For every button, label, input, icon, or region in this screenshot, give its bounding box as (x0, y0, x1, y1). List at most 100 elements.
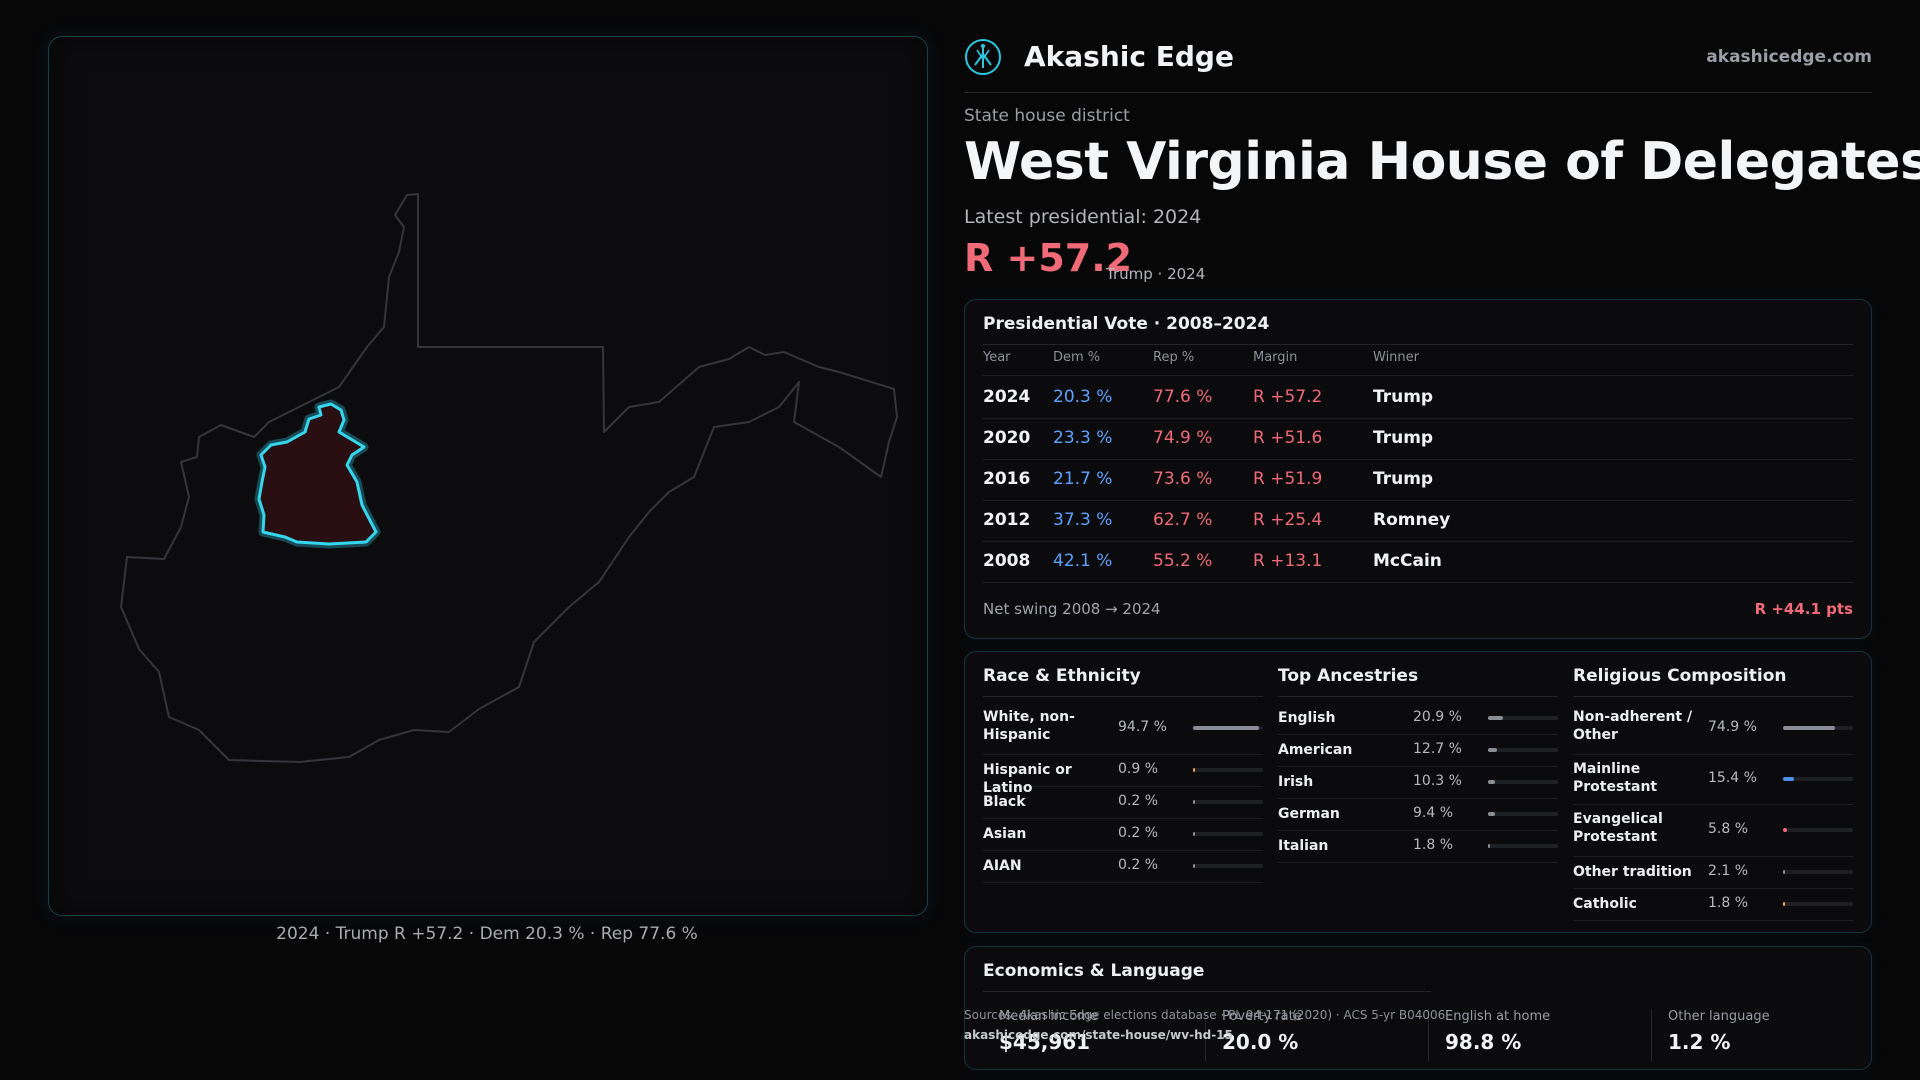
race-bar-fill (1193, 726, 1260, 730)
divider (1205, 1009, 1206, 1061)
religion-value: 2.1 % (1708, 863, 1749, 879)
divider (983, 344, 1853, 345)
race-bar (1193, 800, 1263, 804)
ancestry-row: Italian 1.8 % (1278, 830, 1558, 863)
race-value: 94.7 % (1118, 719, 1167, 735)
stat-value: 1.2 % (1668, 1030, 1731, 1054)
header-winner: Winner (1373, 350, 1420, 365)
page-title: West Virginia House of Delegates Distric… (964, 132, 1920, 192)
race-bar-fill (1193, 800, 1195, 804)
ancestry-bar-fill (1488, 812, 1495, 816)
sources-footer: Sources: Akashic Edge elections database… (964, 1005, 1445, 1045)
race-value: 0.2 % (1118, 793, 1159, 809)
row-dem: 23.3 % (1053, 428, 1113, 448)
district-detail-panel: Akashic Edge akashicedge.com State house… (964, 0, 1920, 1080)
race-bar (1193, 768, 1263, 772)
row-rep: 55.2 % (1153, 551, 1213, 571)
map-caption: 2024 · Trump R +57.2 · Dem 20.3 % · Rep … (276, 924, 698, 944)
religion-label: Evangelical Protestant (1573, 811, 1663, 845)
net-swing-label: Net swing 2008 → 2024 (983, 600, 1161, 618)
row-rep: 62.7 % (1153, 510, 1213, 530)
religion-label: Non-adherent / Other (1573, 709, 1693, 743)
latest-margin: R +57.2 (964, 236, 1133, 280)
row-winner: McCain (1373, 551, 1442, 571)
district-map[interactable] (48, 36, 928, 916)
ancestry-row: Irish 10.3 % (1278, 766, 1558, 799)
latest-presidential-label: Latest presidential: 2024 (964, 206, 1202, 228)
religion-section: Religious Composition Non-adherent / Oth… (1573, 652, 1853, 932)
race-bar-fill (1193, 768, 1195, 772)
row-margin: R +57.2 (1253, 387, 1323, 407)
religion-value: 5.8 % (1708, 821, 1749, 837)
race-bar (1193, 864, 1263, 868)
presidential-vote-card: Presidential Vote · 2008–2024 Year Dem %… (964, 299, 1872, 639)
race-value: 0.2 % (1118, 825, 1159, 841)
table-row: 2020 23.3 % 74.9 % R +51.6 Trump (983, 418, 1853, 460)
ancestry-row: American 12.7 % (1278, 734, 1558, 767)
stat-value: 20.0 % (1222, 1030, 1299, 1054)
ancestry-value: 12.7 % (1413, 741, 1462, 757)
state-outline-map (120, 193, 898, 763)
race-label: Hispanic or Latino (983, 762, 1072, 796)
economics-title: Economics & Language (983, 961, 1205, 981)
stat-value: $45,961 (999, 1030, 1091, 1054)
table-row: 2016 21.7 % 73.6 % R +51.9 Trump (983, 459, 1853, 501)
ancestry-bar (1488, 748, 1558, 752)
divider (983, 696, 1263, 697)
median-income-stat: Median income $45,961 (999, 1009, 1098, 1054)
race-row: White, non-Hispanic 94.7 % (983, 702, 1263, 755)
ancestry-label: Italian (1278, 838, 1329, 854)
race-label: Black (983, 794, 1026, 810)
race-label: AIAN (983, 858, 1022, 874)
net-swing-value: R +44.1 pts (1754, 600, 1853, 618)
row-rep: 77.6 % (1153, 387, 1213, 407)
race-label: Asian (983, 826, 1027, 842)
race-value: 0.9 % (1118, 761, 1159, 777)
religion-bar-fill (1783, 902, 1785, 906)
stat-label: Median income (999, 1009, 1099, 1024)
ancestry-bar-fill (1488, 780, 1496, 784)
ancestry-bar (1488, 780, 1558, 784)
district-boundary[interactable] (257, 402, 378, 546)
religion-label: Mainline Protestant (1573, 761, 1658, 795)
presidential-vote-title: Presidential Vote · 2008–2024 (983, 314, 1270, 334)
akashic-tree-logo-icon[interactable] (964, 38, 1002, 76)
row-dem: 42.1 % (1053, 551, 1113, 571)
religion-label: Catholic (1573, 896, 1637, 912)
religion-bar (1783, 870, 1853, 874)
race-row: Asian 0.2 % (983, 818, 1263, 851)
religion-bar-fill (1783, 777, 1794, 781)
table-row: 2008 42.1 % 55.2 % R +13.1 McCain (983, 541, 1853, 583)
permalink[interactable]: akashicedge.com/state-house/wv-hd-15 (964, 1028, 1233, 1042)
ancestry-value: 20.9 % (1413, 709, 1462, 725)
religion-bar (1783, 828, 1853, 832)
ancestry-row: German 9.4 % (1278, 798, 1558, 831)
sources-text: Sources: Akashic Edge elections database… (964, 1008, 1446, 1022)
site-url-link[interactable]: akashicedge.com (1706, 47, 1872, 67)
west-virginia-outline (120, 193, 898, 763)
header-year: Year (983, 350, 1011, 365)
demographics-card: Race & Ethnicity White, non-Hispanic 94.7… (964, 651, 1872, 933)
row-year: 2024 (983, 387, 1031, 407)
row-dem: 37.3 % (1053, 510, 1113, 530)
religion-row: Other tradition 2.1 % (1573, 856, 1853, 889)
race-ethnicity-title: Race & Ethnicity (983, 666, 1141, 686)
row-year: 2008 (983, 551, 1031, 571)
stat-label: Poverty rate (1222, 1009, 1302, 1024)
religion-row: Non-adherent / Other 74.9 % (1573, 702, 1853, 755)
race-row: Black 0.2 % (983, 786, 1263, 819)
row-winner: Romney (1373, 510, 1451, 530)
site-header: Akashic Edge akashicedge.com (964, 30, 1872, 93)
other-language-stat: Other language 1.2 % (1668, 1009, 1770, 1054)
religion-value: 74.9 % (1708, 719, 1757, 735)
divider (983, 991, 1431, 992)
divider (1573, 696, 1853, 697)
ancestry-value: 10.3 % (1413, 773, 1462, 789)
table-row: 2024 20.3 % 77.6 % R +57.2 Trump (983, 377, 1853, 419)
row-rep: 73.6 % (1153, 469, 1213, 489)
religion-row: Evangelical Protestant 5.8 % (1573, 804, 1853, 857)
ancestry-bar (1488, 716, 1558, 720)
religion-bar (1783, 726, 1853, 730)
brand-name[interactable]: Akashic Edge (1024, 40, 1234, 73)
race-value: 0.2 % (1118, 857, 1159, 873)
